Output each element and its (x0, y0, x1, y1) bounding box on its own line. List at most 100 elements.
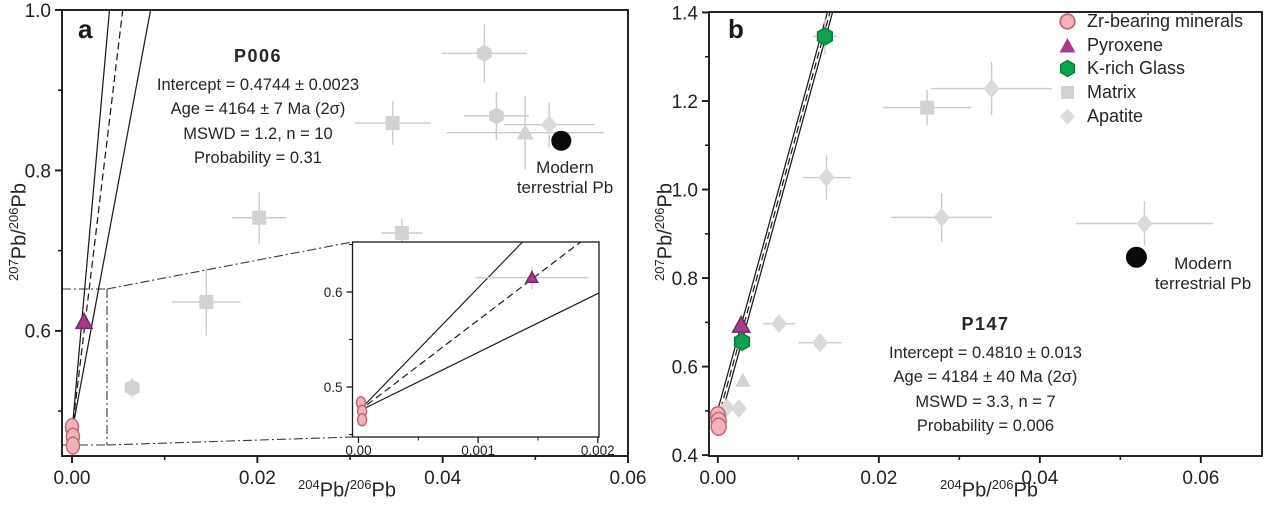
stats-block-b: P147 Intercept = 0.4810 ± 0.013 Age = 41… (853, 312, 1118, 439)
stats-block-a: P006 Intercept = 0.4744 ± 0.0023 Age = 4… (118, 44, 398, 171)
sample-id-b: P147 (961, 314, 1010, 334)
matrix-square-icon (1061, 86, 1074, 100)
y-tick-label-a: 0.6 (25, 322, 51, 343)
y-axis-label-a-end: Pb (8, 183, 31, 208)
y-tick-label-b: 1.4 (672, 3, 699, 24)
inset-background (352, 242, 599, 437)
modern-pb-label-a: Modern terrestrial Pb (495, 158, 635, 198)
legend-item-k-rich-glass: K-rich Glass (1058, 57, 1243, 81)
data-point-pyroxene-excluded (516, 123, 534, 140)
data-point-matrix (920, 100, 935, 115)
x-axis-label-b-mid: Pb/ (961, 479, 992, 502)
zr-bearing-circle-icon (1059, 13, 1076, 30)
legend: Zr-bearing minerals Pyroxene K-rich Glas… (1058, 10, 1243, 128)
data-point-modern-terrestrial-pb (1125, 246, 1147, 268)
legend-label: Pyroxene (1087, 34, 1164, 55)
legend-marker-triangle (1059, 37, 1076, 53)
modern-pb-label-b-line1: Modern (1174, 254, 1232, 273)
y-axis-label-a-sup1: 207 (6, 259, 21, 281)
x-axis-label-b: 204Pb/206Pb (914, 477, 1064, 503)
sample-id-a: P006 (233, 46, 283, 66)
x-axis-label-a-sup2: 206 (349, 477, 372, 492)
isochron-regression-line-a (71, 9, 124, 432)
y-axis-label-b-sup2: 206 (652, 207, 667, 230)
data-point-zr-bearing-minerals (65, 436, 81, 455)
isochron-envelope-line-b (714, 11, 829, 420)
x-tick-label-a: 0.06 (610, 468, 647, 489)
x-axis-label-b-sup1: 204 (940, 477, 962, 492)
isochron-envelope-line-a-inset (358, 241, 523, 412)
legend-item-zr-bearing-minerals: Zr-bearing minerals (1058, 10, 1243, 34)
modern-pb-label-b: Modern terrestrial Pb (1148, 254, 1258, 294)
y-axis-label-a: 207Pb/206Pb (6, 152, 31, 312)
y-axis-label-b-end: Pb (654, 183, 677, 208)
data-point-zr-bearing-minerals (356, 413, 368, 427)
y-tick-label-a-inset: 0.5 (324, 380, 343, 395)
x-tick-label-a-inset: 0.001 (461, 443, 495, 458)
data-point-k-rich-glass (733, 332, 751, 352)
data-point-matrix (385, 116, 400, 131)
intercept-line-b: Intercept = 0.4810 ± 0.013 (889, 343, 1082, 362)
legend-label: Apatite (1087, 105, 1144, 126)
isochron-regression-line-a-inset (358, 241, 581, 412)
x-axis-label-a-mid: Pb/ (319, 479, 350, 502)
data-point-k-rich-glass-excluded (477, 44, 492, 62)
age-line-a: Age = 4164 ± 7 Ma (2σ) (170, 100, 346, 118)
data-point-matrix (199, 294, 214, 309)
y-tick-label-b: 0.6 (672, 357, 698, 378)
k-rich-glass-hexagon-icon (1059, 60, 1076, 78)
mswd-line-a: MSWD = 1.2, n = 10 (183, 124, 333, 143)
x-axis-label-b-sup2: 206 (991, 477, 1014, 492)
data-point-k-rich-glass-excluded (489, 107, 504, 125)
plot-frame-a (61, 9, 629, 457)
data-point-pyroxene (525, 270, 539, 283)
legend-marker-square (1061, 86, 1074, 100)
intercept-line-a: Intercept = 0.4744 ± 0.0023 (156, 75, 360, 94)
data-point-apatite (818, 168, 835, 188)
x-tick-label-a-inset: 0.00 (345, 443, 371, 458)
y-tick-label-b: 1.0 (672, 180, 698, 201)
legend-marker-circle (1059, 13, 1076, 30)
legend-marker-diamond (1060, 108, 1075, 125)
y-axis-label-b-mid: Pb/ (654, 229, 677, 260)
data-point-k-rich-glass-excluded (124, 379, 140, 397)
mswd-line-b: MSWD = 3.3, n = 7 (915, 392, 1056, 411)
data-point-pyroxene (74, 311, 94, 330)
legend-item-apatite: Apatite (1058, 104, 1243, 128)
x-tick-label-a: 0.00 (54, 468, 91, 489)
panel-label-a: a (78, 14, 93, 44)
y-axis-label-b-sup1: 207 (652, 259, 667, 281)
data-point-pyroxene-excluded (735, 372, 751, 387)
x-axis-label-a-sup1: 204 (298, 477, 320, 492)
y-axis-label-b: 207Pb/206Pb (652, 152, 677, 312)
legend-label: K-rich Glass (1087, 58, 1186, 79)
data-point-apatite (770, 314, 788, 334)
isochron-envelope-line-a (71, 9, 152, 432)
y-tick-label-a: 0.8 (25, 161, 51, 182)
x-axis-label-b-end: Pb (1013, 479, 1038, 502)
modern-pb-label-a-line1: Modern (536, 158, 594, 177)
y-tick-label-b: 0.4 (672, 446, 699, 467)
data-point-zr-bearing-minerals (710, 417, 727, 437)
x-tick-label-a-inset: 0.002 (581, 443, 615, 458)
zoom-region-dashdot-line (106, 241, 353, 290)
legend-label: Zr-bearing minerals (1087, 11, 1244, 32)
data-point-apatite (933, 207, 950, 227)
legend-item-pyroxene: Pyroxene (1058, 34, 1243, 58)
legend-marker-hexagon (1059, 60, 1076, 78)
y-axis-label-a-mid: Pb/ (8, 229, 31, 260)
legend-item-matrix: Matrix (1058, 81, 1243, 105)
data-point-apatite (730, 399, 747, 419)
x-axis-label-a: 204Pb/206Pb (272, 477, 422, 503)
isochron-envelope-line-a-inset (358, 292, 600, 412)
x-axis-label-a-end: Pb (371, 479, 396, 502)
isochron-regression-line-b (717, 11, 831, 420)
legend-label: Matrix (1087, 82, 1136, 103)
data-point-matrix (394, 226, 409, 240)
zoom-region-dashdot-line (106, 436, 353, 446)
isochron-envelope-line-a (71, 9, 111, 432)
modern-pb-label-a-line2: terrestrial Pb (516, 178, 614, 197)
y-tick-label-b: 1.2 (672, 92, 698, 113)
isochron-envelope-line-b (719, 11, 834, 420)
x-tick-label-a: 0.04 (424, 468, 461, 489)
